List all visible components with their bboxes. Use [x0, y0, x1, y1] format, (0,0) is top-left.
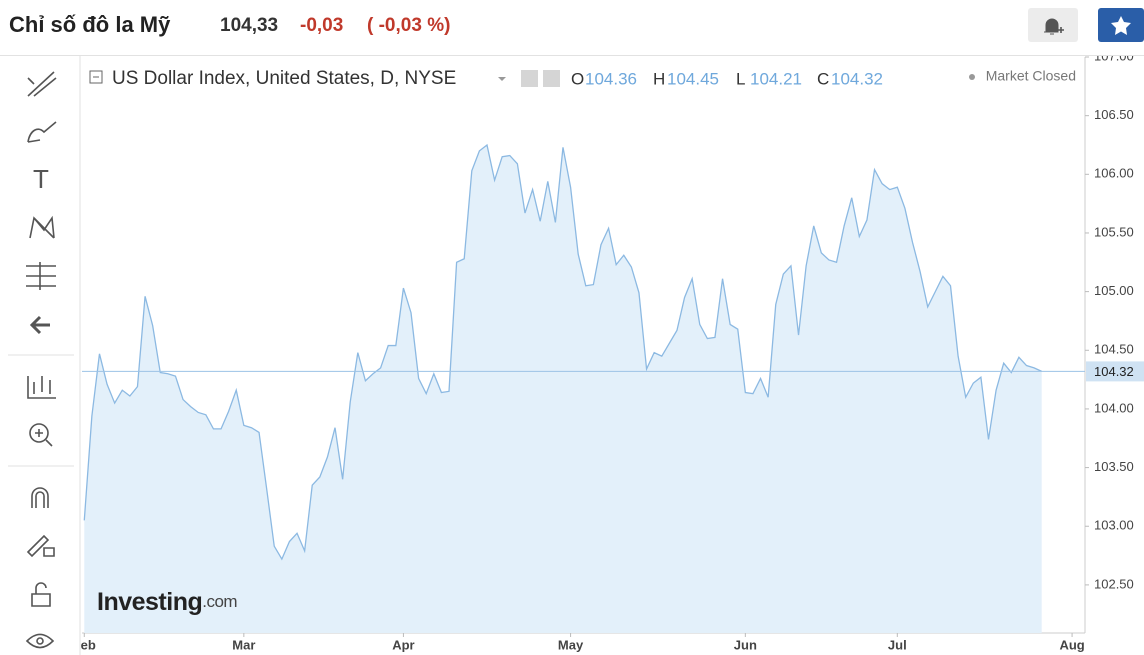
ohlc-value: 104.32	[831, 69, 883, 88]
tool-magnet[interactable]	[31, 487, 49, 508]
x-tick-label: Jul	[888, 637, 907, 652]
ohlc-label: L	[736, 69, 745, 88]
settings-icon[interactable]	[543, 70, 560, 87]
change: -0,03	[300, 15, 343, 36]
y-tick-label: 104.00	[1094, 400, 1134, 415]
market-status: Market Closed	[986, 68, 1076, 84]
line	[83, 143, 1042, 561]
x-tick-label: May	[558, 637, 584, 652]
plot: 102.50 103.00 103.50 104.00 104.50 105.00 105.…	[73, 48, 1144, 652]
tool-zoom[interactable]	[29, 423, 53, 447]
svg-text:T: T	[33, 164, 49, 194]
tool-eye[interactable]	[25, 633, 55, 649]
tool-lines[interactable]	[27, 71, 57, 97]
ohlc-label: C	[817, 69, 829, 88]
tool-lock-draw[interactable]	[26, 534, 55, 558]
y-tick-label: 106.50	[1094, 107, 1134, 122]
watermark-brand: Investing	[97, 588, 202, 616]
x-tick-label: Aug	[1059, 637, 1084, 652]
tool-brush[interactable]	[27, 121, 57, 143]
change-percent: ( -0,03 %)	[367, 15, 450, 36]
ohlc-label: O	[571, 69, 584, 88]
toolbar: T	[0, 56, 81, 655]
tool-text[interactable]: T	[33, 164, 49, 194]
page-header: Chỉ số đô la Mỹ 104,33 -0,03 ( -0,03 %)	[0, 0, 1144, 56]
y-tick-label: 105.00	[1094, 283, 1134, 298]
tool-fib[interactable]	[26, 262, 56, 290]
tool-indicators[interactable]	[27, 376, 56, 399]
tool-back[interactable]	[29, 315, 50, 335]
x-tick-label: Jun	[734, 637, 757, 652]
watchlist-button[interactable]	[1098, 8, 1144, 42]
collapse-button[interactable]	[89, 70, 103, 84]
y-tick-label: 106.00	[1094, 166, 1134, 181]
alert-button[interactable]	[1028, 8, 1078, 42]
price: 104,33	[220, 15, 278, 36]
y-tick-label: 105.50	[1094, 224, 1134, 239]
legend: US Dollar Index, United States, D, NYSE O…	[89, 68, 1076, 89]
symbol: US Dollar Index, United States, D, NYSE	[112, 68, 456, 89]
settings-icon[interactable]	[521, 70, 538, 87]
tool-unlock[interactable]	[31, 582, 51, 607]
ohlc-label: H	[653, 69, 665, 88]
status-dot	[969, 74, 975, 80]
ohlc-value: 104.45	[667, 69, 719, 88]
watermark-suffix: .com	[202, 592, 237, 611]
tool-pattern[interactable]	[29, 215, 55, 239]
x-tick-label: Apr	[392, 637, 414, 652]
page-title: Chỉ số đô la Mỹ	[9, 12, 171, 37]
y-tick-label: 103.50	[1094, 459, 1134, 474]
y-tick-label: 103.00	[1094, 518, 1134, 533]
watermark: Investing.com	[97, 588, 237, 616]
area	[84, 144, 1042, 633]
x-tick-label: Mar	[232, 637, 255, 652]
price-label-box	[1086, 361, 1144, 382]
y-tick-label: 102.50	[1094, 576, 1134, 591]
y-tick-label: 104.50	[1094, 342, 1134, 357]
price-label: 104.32	[1094, 364, 1134, 379]
ohlc-value: 104.36	[585, 69, 637, 88]
symbol-dropdown	[498, 77, 506, 81]
ohlc-value: 104.21	[750, 69, 802, 88]
